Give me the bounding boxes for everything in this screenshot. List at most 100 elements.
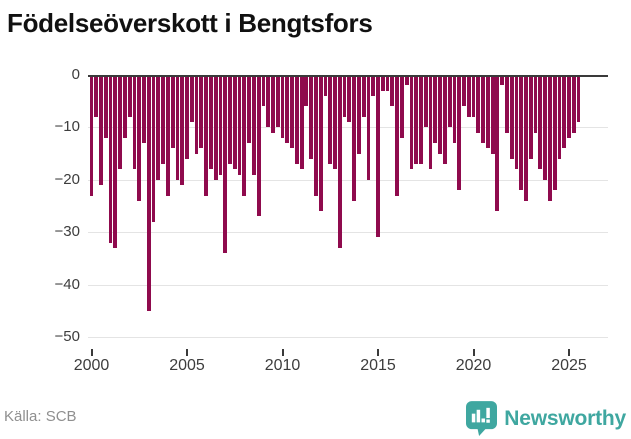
bar bbox=[519, 75, 524, 191]
bar bbox=[333, 75, 337, 170]
zero-axis-line bbox=[88, 75, 608, 77]
x-axis-tick bbox=[186, 349, 188, 356]
bar bbox=[180, 75, 185, 186]
x-axis-tick-label: 2005 bbox=[169, 357, 205, 374]
bar bbox=[548, 75, 552, 201]
bar bbox=[371, 75, 376, 96]
bar bbox=[357, 75, 361, 154]
bar bbox=[256, 75, 261, 217]
bar bbox=[304, 75, 309, 107]
x-axis-tick-label: 2000 bbox=[73, 357, 110, 374]
bar bbox=[414, 75, 419, 165]
bar bbox=[294, 75, 299, 165]
y-axis-tick-label: −30 bbox=[54, 223, 80, 241]
bar bbox=[352, 75, 357, 201]
bar bbox=[309, 75, 314, 159]
bar bbox=[428, 75, 433, 170]
bar bbox=[89, 75, 94, 196]
y-axis-tick-label: −50 bbox=[54, 328, 80, 345]
x-axis-tick bbox=[377, 349, 379, 356]
plot-area bbox=[88, 75, 608, 338]
bar bbox=[113, 75, 118, 248]
bar bbox=[457, 75, 462, 191]
bar bbox=[161, 75, 166, 165]
bar bbox=[271, 75, 275, 133]
bar bbox=[314, 75, 318, 196]
bar bbox=[266, 75, 271, 128]
bar bbox=[423, 75, 428, 128]
bar bbox=[137, 75, 142, 201]
bar bbox=[361, 75, 366, 117]
bar bbox=[476, 75, 481, 133]
bar bbox=[237, 75, 242, 175]
bar bbox=[251, 75, 256, 175]
bar bbox=[228, 75, 232, 165]
bar bbox=[285, 75, 290, 144]
gridline bbox=[88, 284, 608, 286]
bar bbox=[185, 75, 189, 159]
bar bbox=[567, 75, 571, 138]
brand-name: Newsworthy bbox=[504, 406, 626, 430]
bar bbox=[108, 75, 113, 243]
bar bbox=[500, 75, 505, 86]
bar bbox=[166, 75, 170, 196]
gridline bbox=[88, 232, 608, 234]
bar bbox=[390, 75, 395, 107]
y-axis-tick-label: −10 bbox=[54, 118, 80, 136]
bar bbox=[562, 75, 567, 149]
bar bbox=[438, 75, 442, 154]
bar bbox=[280, 75, 285, 138]
x-axis-tick bbox=[568, 349, 571, 356]
bar bbox=[433, 75, 438, 144]
bar bbox=[509, 75, 514, 159]
bar bbox=[142, 75, 146, 144]
bar bbox=[576, 75, 581, 123]
bar bbox=[524, 75, 528, 201]
bar bbox=[452, 75, 457, 144]
bar bbox=[208, 75, 213, 170]
x-axis-tick bbox=[90, 349, 93, 356]
bar bbox=[156, 75, 161, 180]
bar bbox=[213, 75, 218, 180]
bar bbox=[557, 75, 562, 159]
bar bbox=[399, 75, 404, 138]
bar bbox=[103, 75, 108, 138]
y-axis-tick-label: −40 bbox=[54, 275, 80, 293]
bar bbox=[447, 75, 452, 128]
bar bbox=[123, 75, 127, 138]
bar bbox=[395, 75, 399, 196]
bar bbox=[218, 75, 223, 175]
bar bbox=[223, 75, 228, 254]
x-axis-tick-label: 2025 bbox=[551, 357, 587, 374]
x-axis-tick bbox=[472, 349, 475, 356]
bar bbox=[232, 75, 237, 170]
y-axis-tick-label: −20 bbox=[54, 170, 80, 188]
bar bbox=[404, 75, 409, 86]
bar bbox=[366, 75, 371, 180]
gridline bbox=[88, 179, 608, 181]
bar bbox=[194, 75, 199, 154]
bar bbox=[485, 75, 490, 149]
bar bbox=[347, 75, 352, 123]
bar bbox=[290, 75, 294, 149]
bar bbox=[466, 75, 471, 117]
bar bbox=[323, 75, 328, 96]
bar bbox=[442, 75, 447, 165]
bar bbox=[328, 75, 333, 165]
bar bbox=[490, 75, 495, 154]
bar bbox=[419, 75, 423, 165]
bar bbox=[204, 75, 208, 196]
bar bbox=[189, 75, 194, 123]
bar bbox=[318, 75, 323, 212]
x-axis-tick-label: 2010 bbox=[264, 357, 301, 374]
bar bbox=[533, 75, 538, 133]
y-axis-tick-label: 0 bbox=[71, 66, 80, 83]
source-credit: Källa: SCB bbox=[4, 408, 77, 425]
newsworthy-logo-icon bbox=[466, 401, 498, 436]
gridline bbox=[88, 127, 608, 129]
bar bbox=[175, 75, 180, 180]
bar bbox=[543, 75, 548, 180]
bar bbox=[99, 75, 103, 186]
bar bbox=[132, 75, 137, 170]
